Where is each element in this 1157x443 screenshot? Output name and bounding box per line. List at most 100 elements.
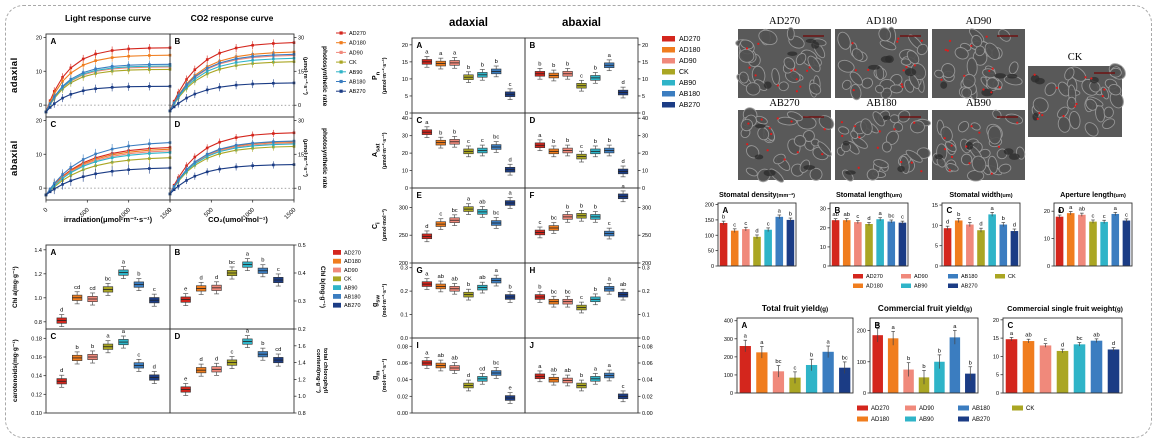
svg-text:a: a (1069, 205, 1073, 211)
stomata-chart-C: d b c d a b d 0 5 10 15 C (932, 202, 1021, 270)
svg-text:100: 100 (724, 373, 733, 379)
svg-text:d: d (867, 216, 870, 222)
svg-text:B: B (875, 321, 881, 330)
stomata-legend: AD270 AD180 AD90 AB90 AB180 AB270 CK (853, 274, 1016, 290)
svg-text:0: 0 (996, 391, 999, 397)
svg-text:d: d (1013, 223, 1016, 229)
svg-text:1.4: 1.4 (298, 361, 306, 367)
svg-text:AB270: AB270 (349, 89, 366, 95)
svg-text:AD180: AD180 (871, 417, 890, 423)
svg-text:30: 30 (298, 35, 304, 41)
micrograph-label-ad270: AD270 (769, 16, 800, 27)
svg-text:15: 15 (402, 60, 408, 66)
stomata-title-density-text: Stomatal density (718, 190, 777, 199)
svg-text:b: b (594, 139, 597, 145)
svg-text:1.0: 1.0 (298, 394, 306, 400)
micrograph-label-ab90: AB90 (965, 98, 992, 109)
leaf-panel-B: b b b c b a d 0 5 10 15 20 B (524, 37, 648, 117)
svg-text:CK: CK (679, 69, 689, 76)
fruit-title-commercial-text: Commercial fruit yield (877, 304, 964, 313)
gas-right-axis-main-top: photosynthetic rate (321, 45, 328, 107)
stomata-title-aperture-unit: (um) (1113, 193, 1126, 199)
micrograph-label-ab180: AB180 (866, 98, 897, 109)
svg-text:1.4: 1.4 (34, 248, 42, 254)
svg-text:10: 10 (642, 77, 648, 83)
svg-text:c: c (509, 82, 512, 88)
svg-text:b: b (566, 204, 569, 210)
svg-text:30: 30 (820, 207, 826, 213)
svg-text:c: c (1103, 214, 1106, 220)
svg-text:ab: ab (564, 368, 570, 374)
svg-text:20: 20 (402, 151, 408, 157)
svg-text:250: 250 (642, 233, 651, 239)
svg-text:B: B (835, 206, 841, 215)
svg-text:bc: bc (493, 135, 499, 141)
svg-text:10: 10 (36, 152, 42, 158)
svg-text:0.8: 0.8 (34, 320, 42, 326)
svg-text:a: a (425, 120, 429, 126)
gas-panel-A: 0 10 20 A (36, 33, 172, 118)
svg-text:20: 20 (36, 35, 42, 41)
svg-text:b: b (1002, 216, 1005, 222)
svg-text:a: a (608, 276, 612, 282)
svg-text:AB180: AB180 (972, 406, 991, 412)
svg-text:b: b (508, 285, 511, 291)
svg-text:c: c (856, 214, 859, 220)
svg-text:c: c (608, 221, 611, 227)
svg-text:AD90: AD90 (914, 274, 928, 280)
gas-panel-B: 0 15 30 B (168, 33, 304, 118)
svg-text:AB90: AB90 (919, 417, 934, 423)
svg-text:a: a (876, 322, 880, 328)
svg-text:c: c (1044, 337, 1047, 343)
svg-text:d: d (467, 373, 470, 379)
svg-text:b: b (76, 345, 79, 351)
fruit-title-commercial: Commercial fruit yield(g) (855, 304, 995, 313)
svg-text:a: a (953, 324, 957, 330)
svg-text:20: 20 (402, 43, 408, 49)
svg-text:cd: cd (479, 366, 485, 372)
svg-text:b: b (552, 63, 555, 69)
svg-text:ab: ab (479, 275, 485, 281)
svg-text:c: c (580, 144, 583, 150)
micrograph-ad270 (735, 27, 831, 98)
svg-text:A: A (51, 37, 57, 46)
svg-text:15: 15 (932, 203, 938, 209)
svg-text:AB90: AB90 (349, 70, 362, 76)
svg-text:0.06: 0.06 (642, 361, 653, 367)
gas-right-axis-label-bottom: photosynthetic rate (μmol·m⁻²·s⁻¹) (302, 114, 334, 202)
svg-text:A: A (742, 321, 748, 330)
svg-text:ab: ab (832, 212, 838, 218)
svg-text:b: b (594, 65, 597, 71)
svg-text:a: a (246, 329, 250, 335)
svg-text:c: c (622, 384, 625, 390)
svg-text:b: b (722, 215, 725, 221)
svg-text:d: d (621, 159, 624, 165)
svg-text:b: b (907, 356, 910, 362)
svg-text:0.1: 0.1 (400, 313, 408, 319)
pigment-axis-chlb: Chl b(mg·g⁻¹) (319, 265, 326, 309)
svg-text:C: C (1008, 321, 1014, 330)
svg-text:AD270: AD270 (866, 274, 883, 280)
svg-text:A: A (51, 248, 57, 257)
svg-text:B: B (175, 37, 181, 46)
svg-text:b: b (91, 344, 94, 350)
gas-title-co2: CO2 response curve (190, 13, 274, 23)
svg-text:d: d (621, 80, 624, 86)
svg-text:b: b (481, 62, 484, 68)
leaf-axis-label-Pn: Pn (μmol·m⁻²·s⁻¹) (372, 57, 389, 94)
svg-text:500: 500 (203, 207, 215, 219)
svg-text:B: B (175, 248, 181, 257)
svg-text:bc: bc (452, 208, 458, 214)
svg-text:0.08: 0.08 (397, 344, 408, 350)
svg-text:cd: cd (90, 286, 96, 292)
svg-text:bc: bc (229, 260, 235, 266)
svg-text:b: b (594, 287, 597, 293)
svg-text:c: c (767, 221, 770, 227)
svg-text:c: c (481, 138, 484, 144)
leaf-legend: AD270 AD180 AD90 CK AB90 AB180 AB270 (662, 36, 701, 109)
